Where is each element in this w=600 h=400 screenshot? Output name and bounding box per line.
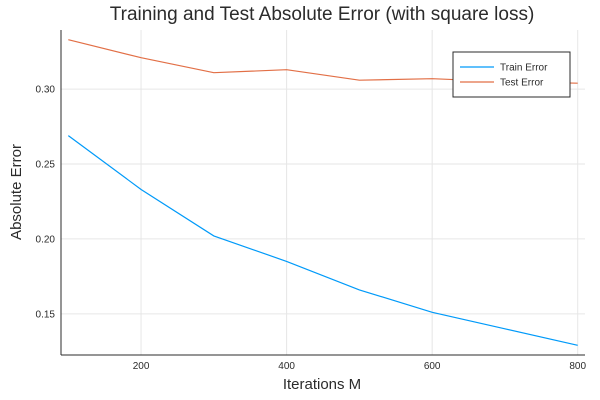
y-tick-label: 0.25 xyxy=(36,160,56,171)
x-tick-label: 400 xyxy=(278,361,295,372)
x-axis-label: Iterations M xyxy=(283,376,361,393)
y-axis-label: Absolute Error xyxy=(8,144,25,240)
y-tick-label: 0.20 xyxy=(36,234,56,245)
legend-label-train-error: Train Error xyxy=(500,63,548,74)
axes xyxy=(60,30,585,356)
legend-box xyxy=(452,51,571,98)
grid xyxy=(61,30,585,355)
train-error-line xyxy=(67,135,578,346)
chart-title: Training and Test Absolute Error (with s… xyxy=(110,4,535,25)
legend-label-test-error: Test Error xyxy=(500,78,544,89)
legend: Train Error Test Error xyxy=(452,51,571,98)
y-tick-label: 0.15 xyxy=(36,309,56,320)
x-tick-label: 800 xyxy=(569,361,586,372)
y-tick-label: 0.30 xyxy=(36,85,56,96)
tick-labels: 200 400 600 800 0.15 0.20 0.25 0.30 xyxy=(36,85,587,372)
x-tick-label: 200 xyxy=(133,361,150,372)
x-tick-label: 600 xyxy=(424,361,441,372)
